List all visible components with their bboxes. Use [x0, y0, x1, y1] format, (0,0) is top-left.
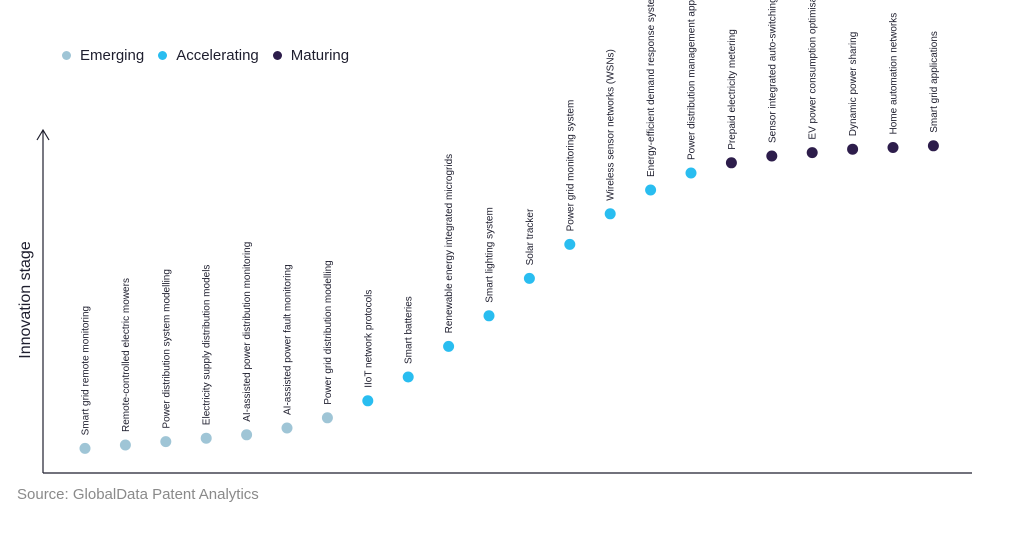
data-point-label: Power distribution system modelling [161, 269, 172, 429]
data-point-label: Power grid distribution modelling [323, 260, 334, 405]
data-point-label: IIoT network protocols [363, 290, 374, 388]
data-point [847, 143, 859, 155]
data-point [483, 310, 495, 322]
data-point [281, 422, 293, 434]
data-point [241, 429, 253, 441]
data-point [887, 142, 899, 153]
data-point-label: Renewable energy integrated microgrids [444, 154, 455, 334]
data-point-label: Solar tracker [525, 208, 536, 265]
data-point [685, 167, 697, 179]
legend-label-emerging: Emerging [80, 47, 145, 64]
data-point-label: Smart grid applications [929, 31, 940, 133]
legend-marker-emerging [62, 51, 71, 60]
legend-item-maturing: Maturing [272, 47, 350, 64]
data-point-label: Electricity supply distribution models [202, 265, 213, 426]
legend-item-accelerating: Accelerating [158, 47, 259, 64]
data-point [362, 395, 374, 407]
data-point [402, 371, 414, 383]
legend-label-maturing: Maturing [290, 47, 350, 64]
legend-label-accelerating: Accelerating [176, 47, 259, 64]
data-point [119, 439, 131, 451]
data-point-label: Prepaid electricity metering [727, 29, 738, 150]
data-point [443, 340, 455, 352]
data-point [321, 412, 333, 424]
legend-item-emerging: Emerging [62, 47, 144, 64]
data-point-label: Smart lighting system [485, 207, 496, 303]
data-point-label: Power grid monitoring system [565, 100, 576, 232]
data-point-label: Home automation networks [889, 13, 900, 135]
data-point-label: AI-assisted power distribution monitorin… [242, 242, 253, 422]
y-axis-arrow-icon [36, 128, 50, 141]
data-point-label: Smart batteries [404, 296, 415, 364]
data-point [79, 442, 91, 454]
data-point-label: AI-assisted power fault monitoring [283, 264, 294, 415]
data-point-label: Remote-controlled electric mowers [121, 278, 132, 432]
data-point-label: Sensor integrated auto-switching coupler… [767, 0, 778, 143]
data-point-label: Power distribution management applicatio… [687, 0, 698, 160]
data-point [523, 272, 535, 284]
data-point [725, 157, 737, 169]
data-point [200, 432, 212, 444]
data-point-label: Wireless sensor networks (WSNs) [606, 49, 617, 201]
data-point [604, 208, 616, 220]
data-point [806, 147, 818, 159]
chart-legend: Emerging Accelerating Maturing [62, 47, 363, 64]
data-point [645, 184, 657, 196]
data-point-label: Energy-efficient demand response systems [646, 0, 657, 177]
data-point [766, 150, 778, 162]
y-axis-label: Innovation stage [17, 241, 34, 359]
data-point-label: Dynamic power sharing [848, 32, 859, 137]
data-point [564, 238, 576, 250]
data-point-label: Smart grid remote monitoring [81, 306, 92, 436]
data-point [927, 140, 939, 152]
data-point [160, 436, 172, 448]
source-note: Source: GlobalData Patent Analytics [17, 486, 259, 503]
legend-marker-accelerating [158, 51, 168, 60]
data-point-label: EV power consumption optimisation [808, 0, 819, 140]
legend-marker-maturing [272, 51, 282, 60]
